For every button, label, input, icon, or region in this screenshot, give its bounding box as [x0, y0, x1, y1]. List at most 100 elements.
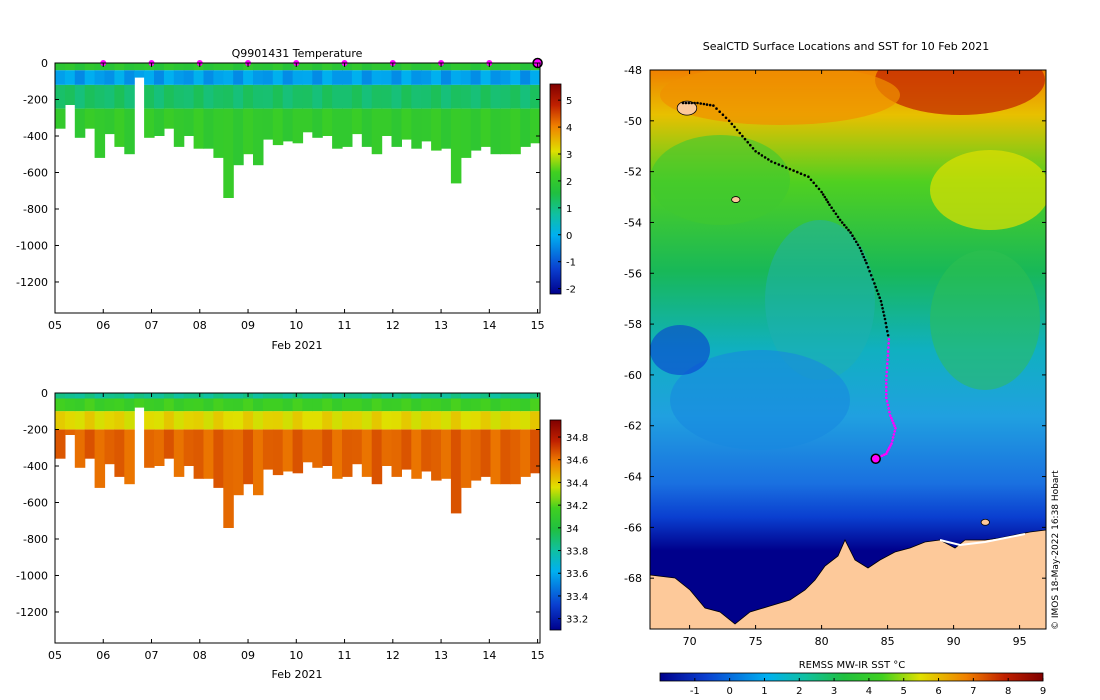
profile-cell: [460, 84, 472, 109]
track-point: [886, 362, 889, 366]
profile-cell: [223, 393, 234, 399]
track-point: [715, 107, 718, 110]
track-point: [825, 198, 828, 201]
profile-cell: [282, 411, 294, 430]
temperature-axes-box: [54, 62, 541, 314]
colorbar-tick-label: 3: [566, 150, 572, 161]
track-point: [890, 442, 893, 445]
profile-cell: [510, 429, 521, 485]
track-point: [847, 228, 850, 232]
profile-cell: [213, 108, 224, 158]
profile-cell: [134, 70, 145, 78]
profile-cell: [292, 429, 304, 474]
profile-cell: [351, 63, 363, 71]
track-point: [889, 444, 892, 447]
y-tick-label: -400: [23, 460, 48, 473]
profile-cell: [282, 70, 294, 85]
profile-cell: [173, 393, 185, 399]
current-position-marker: [870, 453, 881, 465]
profile-cell: [480, 63, 492, 71]
profile-cell: [391, 70, 402, 85]
track-point: [869, 274, 873, 277]
colorbar-tick-label: 33.8: [566, 547, 588, 558]
track-point: [690, 101, 693, 105]
track-point: [777, 163, 781, 166]
profile-cell: [233, 70, 244, 85]
track-point: [708, 103, 712, 107]
sst-green-patch: [650, 135, 790, 225]
profile-cell: [173, 411, 185, 430]
sst-cold-patch: [650, 325, 710, 375]
profile-cell: [163, 63, 175, 71]
profile-cell: [381, 411, 393, 430]
profile-cell: [74, 84, 86, 109]
profile-cell: [530, 398, 540, 412]
profile-cell: [134, 393, 145, 399]
profile-cell: [173, 398, 185, 412]
islands: [676, 100, 990, 526]
profile-cell: [64, 411, 76, 430]
profile-cell: [500, 429, 511, 485]
track-point: [877, 292, 880, 296]
profile-cell: [500, 398, 511, 412]
track-point: [792, 169, 795, 172]
profile-cell: [470, 70, 482, 85]
track-point: [838, 218, 842, 222]
track-point: [886, 354, 890, 357]
profile-cell: [74, 393, 86, 399]
profile-cell: [272, 393, 284, 399]
track-point: [696, 101, 699, 105]
profile-cell: [243, 84, 254, 109]
track-point: [859, 249, 863, 253]
track-point: [809, 178, 813, 182]
colorbar-tick-label: 34.4: [566, 478, 588, 489]
profile-cell: [64, 398, 76, 412]
profile-cell: [213, 429, 224, 488]
colorbar-tick-label: -1: [566, 258, 576, 269]
track-point: [733, 125, 736, 129]
profile-cell: [114, 63, 125, 71]
profile-cell: [114, 393, 125, 399]
profile-cell: [104, 108, 115, 135]
sst-warm-patch: [660, 70, 900, 125]
profile-cell: [470, 393, 482, 399]
profile-cell: [223, 63, 234, 71]
profile-cell: [500, 411, 511, 430]
island: [980, 518, 990, 526]
profile-cell: [421, 411, 432, 430]
profile-cell: [302, 84, 313, 109]
profile-cell: [530, 84, 540, 109]
track-point: [885, 385, 888, 389]
profile-cell: [134, 63, 145, 71]
track-point: [873, 282, 876, 285]
profile-cell: [441, 108, 452, 149]
track-point: [893, 424, 896, 428]
temperature-colorbar-ticks: 5 4 3 2 1 0 -1 -2: [558, 96, 576, 296]
profile-cell: [401, 70, 412, 85]
x-tick-label: 13: [434, 649, 448, 662]
profile-cell: [114, 108, 125, 147]
profile-cell: [292, 393, 304, 399]
profile-cell: [312, 84, 323, 109]
profile-cell: [282, 108, 294, 142]
profile-cell: [490, 411, 501, 430]
profile-cell: [64, 84, 76, 105]
profile-cell: [460, 411, 472, 430]
profile-cell: [480, 108, 492, 147]
profile-cell: [322, 429, 333, 466]
colorbar-tick-label: -1: [690, 686, 700, 697]
track-point: [865, 261, 868, 265]
profile-cell: [500, 84, 511, 109]
profile-cell: [520, 63, 531, 71]
profile-cell: [441, 398, 452, 412]
y-tick-label: -62: [624, 420, 642, 433]
profile-cell: [421, 63, 432, 71]
profile-cell: [470, 108, 482, 151]
profile-cell: [520, 108, 531, 147]
colorbar-tick-label: 2: [796, 686, 802, 697]
profile-cell: [450, 411, 462, 430]
profile-cell: [223, 108, 234, 198]
profile-cell: [64, 429, 76, 435]
profile-cell: [124, 84, 135, 109]
profile-cell: [450, 393, 462, 399]
